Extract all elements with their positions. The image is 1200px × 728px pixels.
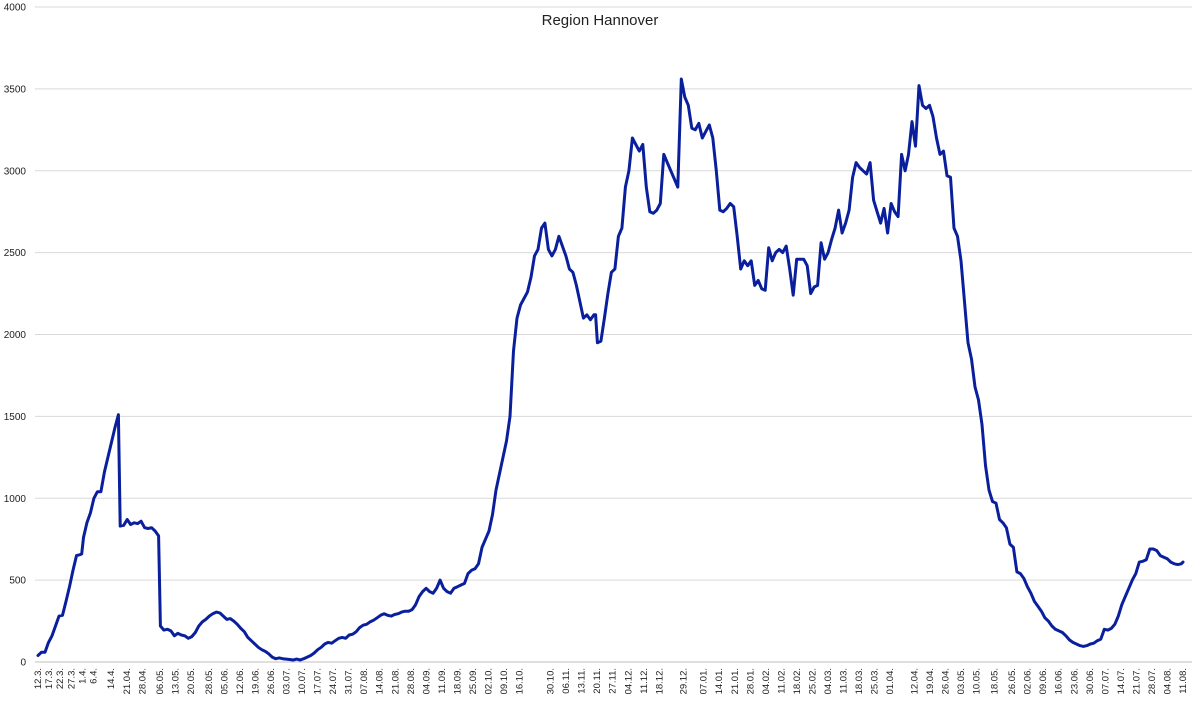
x-tick-label: 07.01. <box>699 668 710 694</box>
x-tick-label: 04.09. <box>421 668 432 694</box>
x-tick-label: 19.06. <box>250 668 261 694</box>
x-tick-label: 04.12. <box>623 668 634 694</box>
x-tick-label: 04.03. <box>823 668 834 694</box>
x-tick-label: 04.02. <box>761 668 772 694</box>
x-tick-label: 09.10. <box>499 668 510 694</box>
x-tick-label: 11.08. <box>1178 668 1189 694</box>
x-tick-label: 29.12. <box>679 668 690 694</box>
x-tick-label: 6.4. <box>88 668 99 684</box>
y-tick-label: 1500 <box>4 412 27 423</box>
x-tick-label: 11.09. <box>437 668 448 694</box>
x-tick-label: 28.05. <box>204 668 215 694</box>
x-tick-label: 12.3. <box>33 668 44 689</box>
x-tick-label: 18.09. <box>452 668 463 694</box>
x-tick-label: 31.07. <box>344 668 355 694</box>
y-tick-label: 3500 <box>4 84 27 95</box>
x-tick-label: 07.07. <box>1100 668 1111 694</box>
x-tick-label: 10.07. <box>297 668 308 694</box>
x-tick-label: 21.04. <box>122 668 133 694</box>
y-tick-label: 2000 <box>4 330 27 341</box>
x-tick-label: 18.05. <box>989 668 1000 694</box>
x-tick-label: 24.07. <box>328 668 339 694</box>
x-tick-label: 10.05. <box>972 668 983 694</box>
x-tick-label: 18.12. <box>654 668 665 694</box>
x-tick-label: 11.12. <box>639 668 650 694</box>
x-tick-label: 07.08. <box>359 668 370 694</box>
x-tick-label: 27.11. <box>608 668 619 694</box>
x-tick-label: 21.07. <box>1131 668 1142 694</box>
x-tick-label: 17.3. <box>44 668 55 689</box>
y-axis-tick-labels: 0 500 1000 1500 2000 2500 3000 3500 4000 <box>4 3 27 669</box>
x-tick-label: 26.04. <box>941 668 952 694</box>
x-tick-label: 20.11. <box>592 668 603 694</box>
x-tick-label: 17.07. <box>313 668 324 694</box>
x-tick-label: 13.11. <box>577 668 588 694</box>
x-tick-label: 12.04. <box>910 668 921 694</box>
y-tick-label: 3000 <box>4 166 27 177</box>
x-tick-label: 11.02. <box>776 668 787 694</box>
x-tick-label: 06.11. <box>561 668 572 694</box>
chart-title: Region Hannover <box>542 12 659 29</box>
x-axis-tick-labels: 12.3. 17.3. 22.3. 27.3. 1.4. 6.4. 14.4. 21.04. 2… <box>33 668 1189 694</box>
x-tick-label: 19.04. <box>925 668 936 694</box>
series-group <box>36 77 1185 662</box>
x-tick-label: 02.10. <box>483 668 494 694</box>
x-tick-label: 14.4. <box>106 668 117 689</box>
x-tick-label: 25.09. <box>468 668 479 694</box>
x-tick-label: 04.08. <box>1162 668 1173 694</box>
x-tick-label: 25.03. <box>870 668 881 694</box>
x-tick-label: 27.3. <box>66 668 77 689</box>
x-tick-label: 22.3. <box>55 668 66 689</box>
x-tick-label: 18.03. <box>854 668 865 694</box>
x-tick-label: 28.01. <box>745 668 756 694</box>
series-line <box>36 77 1185 662</box>
gridlines <box>35 6 1192 663</box>
x-tick-label: 28.04. <box>137 668 148 694</box>
x-tick-label: 30.10. <box>546 668 557 694</box>
x-tick-label: 03.05. <box>956 668 967 694</box>
x-tick-label: 14.07. <box>1116 668 1127 694</box>
x-tick-label: 14.08. <box>375 668 386 694</box>
x-tick-label: 1.4. <box>77 668 88 684</box>
x-tick-label: 01.04. <box>885 668 896 694</box>
x-tick-label: 11.03. <box>838 668 849 694</box>
x-tick-label: 20.05. <box>186 668 197 694</box>
y-tick-label: 1000 <box>4 494 27 505</box>
x-tick-label: 26.06. <box>266 668 277 694</box>
x-tick-label: 30.06. <box>1085 668 1096 694</box>
x-tick-label: 03.07. <box>282 668 293 694</box>
x-tick-label: 09.06. <box>1038 668 1049 694</box>
x-tick-label: 21.01. <box>730 668 741 694</box>
x-tick-label: 26.05. <box>1007 668 1018 694</box>
x-tick-label: 12.06. <box>235 668 246 694</box>
y-tick-label: 4000 <box>4 3 27 14</box>
x-tick-label: 02.06. <box>1023 668 1034 694</box>
x-tick-label: 18.02. <box>792 668 803 694</box>
x-tick-label: 06.05. <box>155 668 166 694</box>
x-tick-label: 21.08. <box>390 668 401 694</box>
x-tick-label: 28.07. <box>1147 668 1158 694</box>
x-tick-label: 05.06. <box>219 668 230 694</box>
y-tick-label: 2500 <box>4 248 27 259</box>
y-tick-label: 500 <box>9 576 26 587</box>
y-tick-label: 0 <box>20 658 26 669</box>
x-tick-label: 28.08. <box>406 668 417 694</box>
x-tick-label: 13.05. <box>171 668 182 694</box>
x-tick-label: 23.06. <box>1069 668 1080 694</box>
x-tick-label: 16.06. <box>1054 668 1065 694</box>
x-tick-label: 16.10. <box>515 668 526 694</box>
x-tick-label: 25.02. <box>807 668 818 694</box>
x-tick-label: 14.01. <box>714 668 725 694</box>
